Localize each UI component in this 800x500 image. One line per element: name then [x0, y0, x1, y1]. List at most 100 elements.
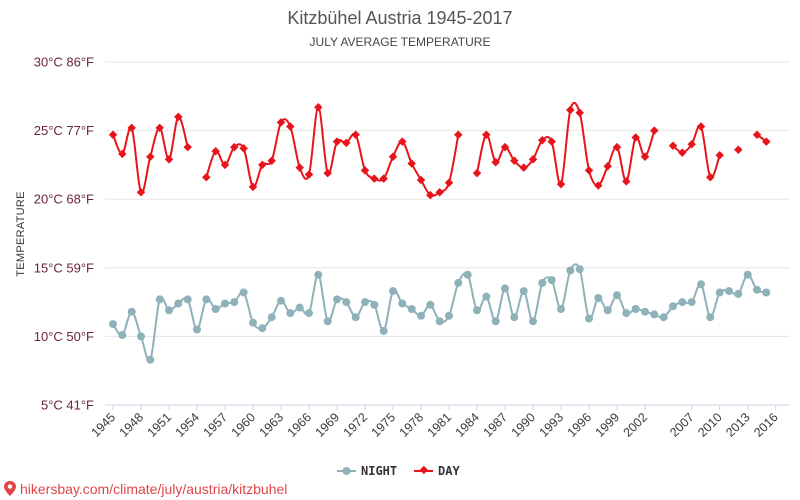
- data-point-day[interactable]: [164, 155, 174, 164]
- data-point-day[interactable]: [211, 146, 220, 156]
- data-point-day[interactable]: [584, 166, 594, 175]
- data-point-day[interactable]: [603, 162, 612, 171]
- data-point-day[interactable]: [174, 112, 183, 122]
- data-point-day[interactable]: [220, 160, 230, 170]
- data-point-night[interactable]: [342, 298, 351, 307]
- data-point-night[interactable]: [426, 300, 435, 309]
- data-point-day[interactable]: [398, 137, 407, 146]
- legend-item-night[interactable]: NIGHT: [337, 464, 397, 478]
- data-point-day[interactable]: [276, 118, 286, 127]
- data-point-night[interactable]: [575, 265, 584, 274]
- data-point-day[interactable]: [575, 108, 584, 118]
- data-point-day[interactable]: [407, 159, 416, 168]
- data-point-night[interactable]: [118, 331, 127, 339]
- data-point-night[interactable]: [529, 317, 537, 326]
- data-point-night[interactable]: [267, 313, 276, 322]
- data-point-day[interactable]: [183, 142, 192, 152]
- source-footer[interactable]: hikersbay.com/climate/july/austria/kitzb…: [4, 481, 287, 497]
- data-point-day[interactable]: [500, 142, 510, 152]
- data-point-day[interactable]: [155, 123, 164, 133]
- data-point-night[interactable]: [725, 287, 733, 296]
- data-point-day[interactable]: [482, 130, 491, 139]
- data-point-night[interactable]: [333, 295, 341, 304]
- data-point-day[interactable]: [108, 130, 118, 139]
- data-point-day[interactable]: [230, 142, 239, 152]
- legend-item-day[interactable]: DAY: [414, 464, 460, 478]
- data-point-night[interactable]: [239, 288, 248, 297]
- data-point-day[interactable]: [444, 178, 454, 187]
- data-point-night[interactable]: [389, 287, 397, 296]
- data-point-day[interactable]: [342, 138, 351, 148]
- data-point-night[interactable]: [127, 307, 136, 316]
- data-point-night[interactable]: [510, 313, 519, 322]
- data-point-night[interactable]: [762, 288, 771, 297]
- data-point-night[interactable]: [295, 303, 304, 312]
- data-point-day[interactable]: [304, 170, 314, 179]
- data-point-night[interactable]: [753, 285, 761, 294]
- data-point-night[interactable]: [669, 302, 677, 311]
- data-point-day[interactable]: [146, 152, 155, 161]
- data-point-night[interactable]: [211, 305, 220, 313]
- data-point-day[interactable]: [519, 163, 528, 172]
- data-point-day[interactable]: [454, 130, 463, 139]
- data-point-day[interactable]: [332, 137, 342, 146]
- data-point-night[interactable]: [622, 309, 631, 318]
- data-point-day[interactable]: [202, 172, 211, 182]
- data-point-night[interactable]: [277, 296, 285, 305]
- data-point-night[interactable]: [641, 307, 649, 316]
- data-point-day[interactable]: [426, 190, 435, 200]
- data-point-night[interactable]: [202, 295, 211, 304]
- data-point-night[interactable]: [547, 276, 556, 285]
- data-point-night[interactable]: [435, 317, 444, 326]
- data-point-night[interactable]: [538, 278, 547, 287]
- data-point-day[interactable]: [351, 130, 360, 139]
- data-point-night[interactable]: [258, 324, 267, 333]
- legend[interactable]: NIGHT DAY: [337, 464, 460, 478]
- data-point-night[interactable]: [491, 317, 500, 326]
- source-link[interactable]: hikersbay.com/climate/july/austria/kitzb…: [20, 481, 287, 497]
- data-point-night[interactable]: [678, 298, 687, 307]
- data-point-day[interactable]: [239, 144, 248, 153]
- data-point-night[interactable]: [659, 313, 668, 322]
- data-point-day[interactable]: [435, 188, 444, 197]
- data-point-night[interactable]: [407, 305, 416, 313]
- data-point-night[interactable]: [370, 300, 379, 309]
- data-point-night[interactable]: [697, 280, 705, 289]
- data-point-night[interactable]: [631, 305, 640, 313]
- data-point-night[interactable]: [146, 355, 155, 364]
- data-point-day[interactable]: [379, 174, 388, 183]
- data-point-night[interactable]: [557, 305, 565, 313]
- data-point-day[interactable]: [248, 182, 258, 192]
- data-point-day[interactable]: [360, 166, 370, 175]
- data-point-night[interactable]: [650, 310, 659, 319]
- data-point-night[interactable]: [715, 288, 724, 297]
- data-point-night[interactable]: [603, 306, 612, 315]
- data-point-day[interactable]: [314, 103, 323, 112]
- data-point-night[interactable]: [379, 326, 388, 335]
- data-point-day[interactable]: [678, 148, 687, 157]
- data-point-night[interactable]: [463, 270, 472, 279]
- data-point-day[interactable]: [416, 175, 426, 185]
- data-point-night[interactable]: [454, 278, 463, 287]
- data-point-day[interactable]: [136, 188, 146, 197]
- data-point-day[interactable]: [566, 105, 575, 115]
- data-point-night[interactable]: [109, 320, 117, 329]
- data-point-night[interactable]: [585, 314, 593, 323]
- data-point-day[interactable]: [370, 174, 379, 183]
- data-point-night[interactable]: [249, 318, 257, 327]
- data-point-night[interactable]: [566, 266, 575, 275]
- data-point-day[interactable]: [118, 149, 127, 159]
- data-point-day[interactable]: [127, 123, 136, 133]
- data-point-night[interactable]: [482, 292, 491, 301]
- data-point-night[interactable]: [594, 294, 603, 302]
- data-point-night[interactable]: [734, 289, 743, 298]
- data-point-night[interactable]: [155, 295, 164, 304]
- data-point-day[interactable]: [715, 151, 724, 160]
- data-point-day[interactable]: [472, 168, 482, 178]
- data-point-night[interactable]: [398, 299, 407, 308]
- data-point-night[interactable]: [743, 270, 752, 279]
- data-point-night[interactable]: [473, 306, 481, 315]
- data-point-night[interactable]: [221, 299, 229, 308]
- data-point-night[interactable]: [183, 295, 192, 304]
- data-point-night[interactable]: [137, 332, 145, 341]
